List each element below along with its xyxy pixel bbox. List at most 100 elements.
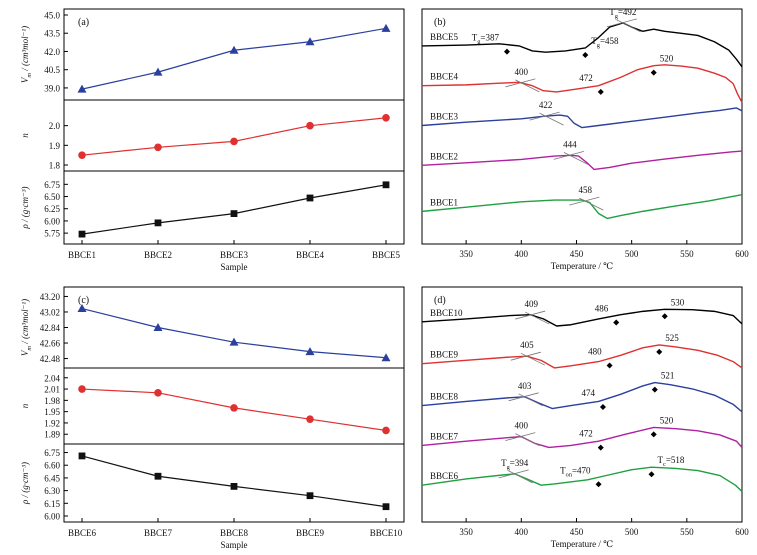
temperature-annotation: 444 [563, 139, 577, 149]
tangent-line [505, 432, 536, 442]
data-point [381, 353, 391, 362]
marker-diamond [613, 319, 620, 326]
x-tick-label: BBCE8 [220, 528, 249, 538]
y-tick-label: 43.02 [40, 307, 60, 317]
curve-label: BBCE5 [430, 32, 459, 42]
dsc-curve [421, 193, 743, 220]
series-line [81, 27, 387, 90]
data-point [78, 385, 86, 393]
marker-diamond [597, 444, 604, 451]
data-point [154, 219, 162, 227]
data-point [306, 415, 314, 423]
tangent-line [515, 79, 540, 93]
temperature-annotation: Tg=458 [591, 36, 619, 49]
x-tick-label: BBCE2 [144, 250, 172, 260]
temperature-annotation: 400 [515, 421, 529, 431]
tangent-line [569, 196, 600, 206]
marker-diamond [599, 403, 606, 410]
marker-diamond [651, 386, 658, 393]
y-tick-label: 42.0 [44, 47, 60, 57]
data-point [77, 304, 87, 313]
temperature-annotation: 480 [588, 346, 602, 356]
temperature-annotation: Tc=518 [658, 455, 685, 468]
x-tick-label: BBCE10 [370, 528, 403, 538]
y-tick-label: 6.60 [44, 461, 60, 471]
y-axis-label: n [20, 403, 30, 408]
y-tick-label: 43.20 [40, 292, 61, 302]
temperature-annotation: 422 [539, 100, 553, 110]
data-point [78, 230, 86, 238]
y-tick-label: 1.92 [44, 418, 60, 428]
tangent-line [510, 351, 541, 361]
tangent-line [579, 197, 604, 211]
curve-label: BBCE6 [430, 471, 459, 481]
temperature-annotation: 525 [665, 333, 679, 343]
x-tick-label: 350 [459, 249, 473, 259]
y-tick-label: 1.95 [44, 407, 60, 417]
x-tick-label: 500 [625, 249, 639, 259]
panel-label: (d) [434, 295, 446, 306]
y-tick-label: 1.8 [49, 161, 61, 171]
series-line [81, 455, 387, 508]
x-tick-label: BBCE5 [372, 250, 401, 260]
tangent-line [515, 310, 546, 320]
panel-a: 39.0 40.5 42.0 43.5 45.0 Vm / (cm³mol⁻¹) 1.8 1.… [20, 8, 405, 272]
y-tick-label: 6.25 [44, 204, 60, 214]
temperature-annotation: 400 [515, 67, 529, 77]
temperature-annotation: 520 [660, 415, 674, 425]
y-axis-label: ρ / (g·cm⁻³) [20, 186, 30, 229]
data-point [305, 37, 315, 46]
y-tick-label: 1.9 [49, 141, 61, 151]
x-tick-label: 450 [570, 527, 584, 537]
data-point [306, 194, 314, 202]
temperature-annotation: 521 [661, 371, 675, 381]
data-point [78, 151, 86, 159]
series-line [81, 117, 387, 156]
tangent-line [508, 392, 539, 402]
marker-diamond [597, 88, 604, 95]
dsc-curve [421, 150, 743, 171]
temperature-annotation: 472 [579, 73, 593, 83]
marker-diamond [650, 431, 657, 438]
dsc-curve [421, 381, 743, 413]
tangent-line [520, 352, 546, 366]
data-point [153, 323, 163, 331]
curve-label: BBCE2 [430, 151, 458, 161]
marker-diamond [595, 481, 602, 488]
tangent-line [606, 18, 637, 28]
temperature-annotation: 530 [671, 297, 685, 307]
y-tick-label: 1.98 [44, 396, 60, 406]
y-tick-label: 42.66 [40, 339, 61, 349]
dsc-curve [421, 466, 743, 492]
x-tick-label: 450 [570, 249, 584, 259]
panel-c: 42.48 42.66 42.84 43.02 43.20 Vm / (cm³mol⁻¹)… [20, 286, 405, 550]
x-axis-label: Temperature / ℃ [551, 261, 613, 271]
panel-b: 350 400 450 500 550 600 Temperature / ℃ (b) BBCE… [421, 7, 749, 271]
data-point [230, 137, 238, 146]
curve-label: BBCE3 [430, 112, 459, 122]
data-point [154, 143, 162, 152]
marker-diamond [650, 69, 657, 76]
y-tick-label: 6.30 [44, 486, 60, 496]
curve-label: BBCE7 [430, 431, 459, 441]
curve-label: BBCE10 [430, 308, 463, 318]
tangent-line [508, 470, 533, 484]
temperature-annotation: 458 [579, 185, 593, 195]
x-tick-label: 400 [515, 249, 529, 259]
dsc-curve [421, 107, 743, 129]
x-tick-label: BBCE7 [144, 528, 173, 538]
tangent-line [529, 111, 560, 121]
tangent-line [518, 393, 543, 407]
y-tick-label: 6.50 [44, 192, 60, 202]
temperature-annotation: 403 [518, 381, 532, 391]
tangent-line [563, 151, 589, 165]
tangent-line [539, 112, 564, 126]
x-tick-label: BBCE1 [68, 250, 96, 260]
dsc-curve [421, 344, 743, 369]
dsc-curve [421, 22, 743, 68]
temperature-annotation: 472 [579, 429, 593, 439]
x-axis-label: Sample [221, 262, 248, 272]
tangent-line [616, 19, 642, 33]
tangent-line [498, 469, 529, 479]
